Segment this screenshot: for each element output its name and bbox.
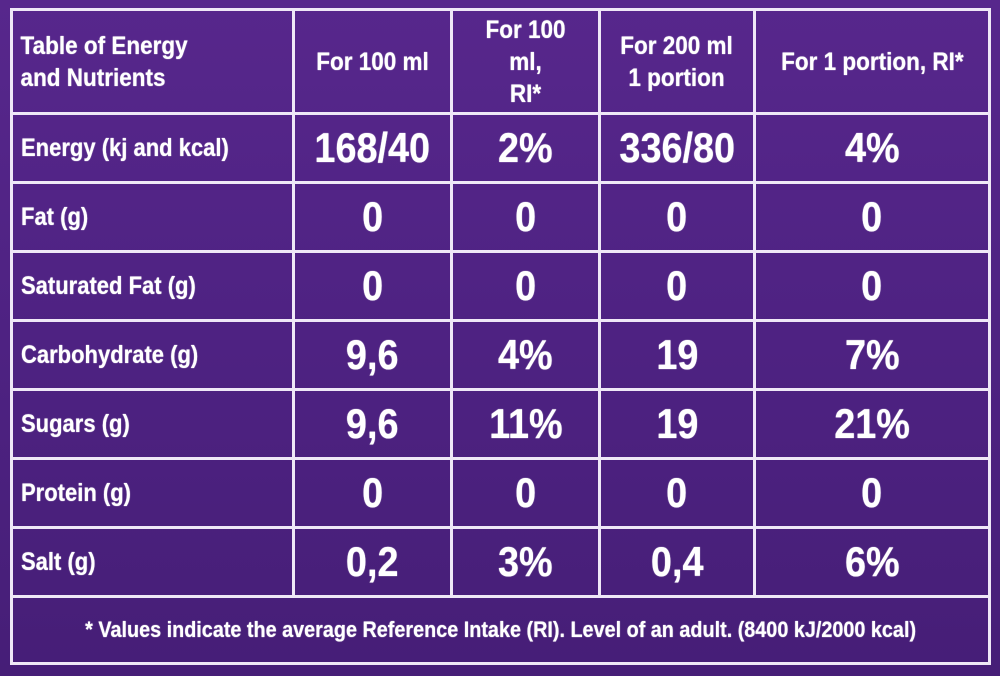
value-per-100ml-ri: 4% (450, 319, 601, 391)
row-label: Protein (g) (10, 457, 295, 529)
footnote: * Values indicate the average Reference … (10, 595, 991, 665)
row-label: Sugars (g) (10, 388, 295, 460)
value-per-100ml: 168/40 (292, 112, 453, 184)
footnote-row: * Values indicate the average Reference … (10, 595, 991, 665)
header-row: Table of Energy and Nutrients For 100 ml … (10, 8, 991, 115)
header-nutrient: Table of Energy and Nutrients (10, 8, 267, 115)
value-per-100ml: 0 (292, 457, 453, 529)
value-per-100ml-ri: 0 (450, 250, 601, 322)
value-per-200ml-portion: 0 (598, 250, 756, 322)
row-label: Fat (g) (10, 181, 295, 253)
value-per-200ml-portion: 0,4 (598, 526, 756, 598)
value-per-100ml: 0,2 (292, 526, 453, 598)
value-per-portion-ri: 0 (753, 250, 991, 322)
table-row: Saturated Fat (g) 0 0 0 0 (10, 250, 991, 322)
row-label: Saturated Fat (g) (10, 250, 295, 322)
value-per-200ml-portion: 0 (598, 181, 756, 253)
value-per-portion-ri: 7% (753, 319, 991, 391)
value-per-200ml-portion: 336/80 (598, 112, 756, 184)
row-label: Energy (kj and kcal) (10, 112, 295, 184)
value-per-200ml-portion: 19 (598, 319, 756, 391)
table-row: Sugars (g) 9,6 11% 19 21% (10, 388, 991, 460)
value-per-100ml-ri: 11% (450, 388, 601, 460)
value-per-portion-ri: 0 (753, 457, 991, 529)
table-row: Salt (g) 0,2 3% 0,4 6% (10, 526, 991, 598)
header-per-200ml-portion: For 200 ml 1 portion (598, 8, 756, 115)
row-label: Carbohydrate (g) (10, 319, 295, 391)
value-per-100ml: 0 (292, 181, 453, 253)
value-per-100ml: 9,6 (292, 388, 453, 460)
value-per-200ml-portion: 19 (598, 388, 756, 460)
nutrition-table: Table of Energy and Nutrients For 100 ml … (10, 8, 991, 665)
value-per-100ml: 0 (292, 250, 453, 322)
row-label: Salt (g) (10, 526, 295, 598)
value-per-portion-ri: 0 (753, 181, 991, 253)
value-per-portion-ri: 6% (753, 526, 991, 598)
header-per-portion-ri: For 1 portion, RI* (753, 8, 991, 115)
header-per-100ml: For 100 ml (292, 8, 453, 115)
value-per-100ml-ri: 3% (450, 526, 601, 598)
value-per-100ml-ri: 0 (450, 457, 601, 529)
value-per-100ml: 9,6 (292, 319, 453, 391)
value-per-portion-ri: 4% (753, 112, 991, 184)
table-row: Protein (g) 0 0 0 0 (10, 457, 991, 529)
table-row: Carbohydrate (g) 9,6 4% 19 7% (10, 319, 991, 391)
value-per-portion-ri: 21% (753, 388, 991, 460)
value-per-100ml-ri: 0 (450, 181, 601, 253)
value-per-200ml-portion: 0 (598, 457, 756, 529)
table-row: Fat (g) 0 0 0 0 (10, 181, 991, 253)
value-per-100ml-ri: 2% (450, 112, 601, 184)
header-per-100ml-ri: For 100 ml, RI* (450, 8, 601, 115)
table-row: Energy (kj and kcal) 168/40 2% 336/80 4% (10, 112, 991, 184)
